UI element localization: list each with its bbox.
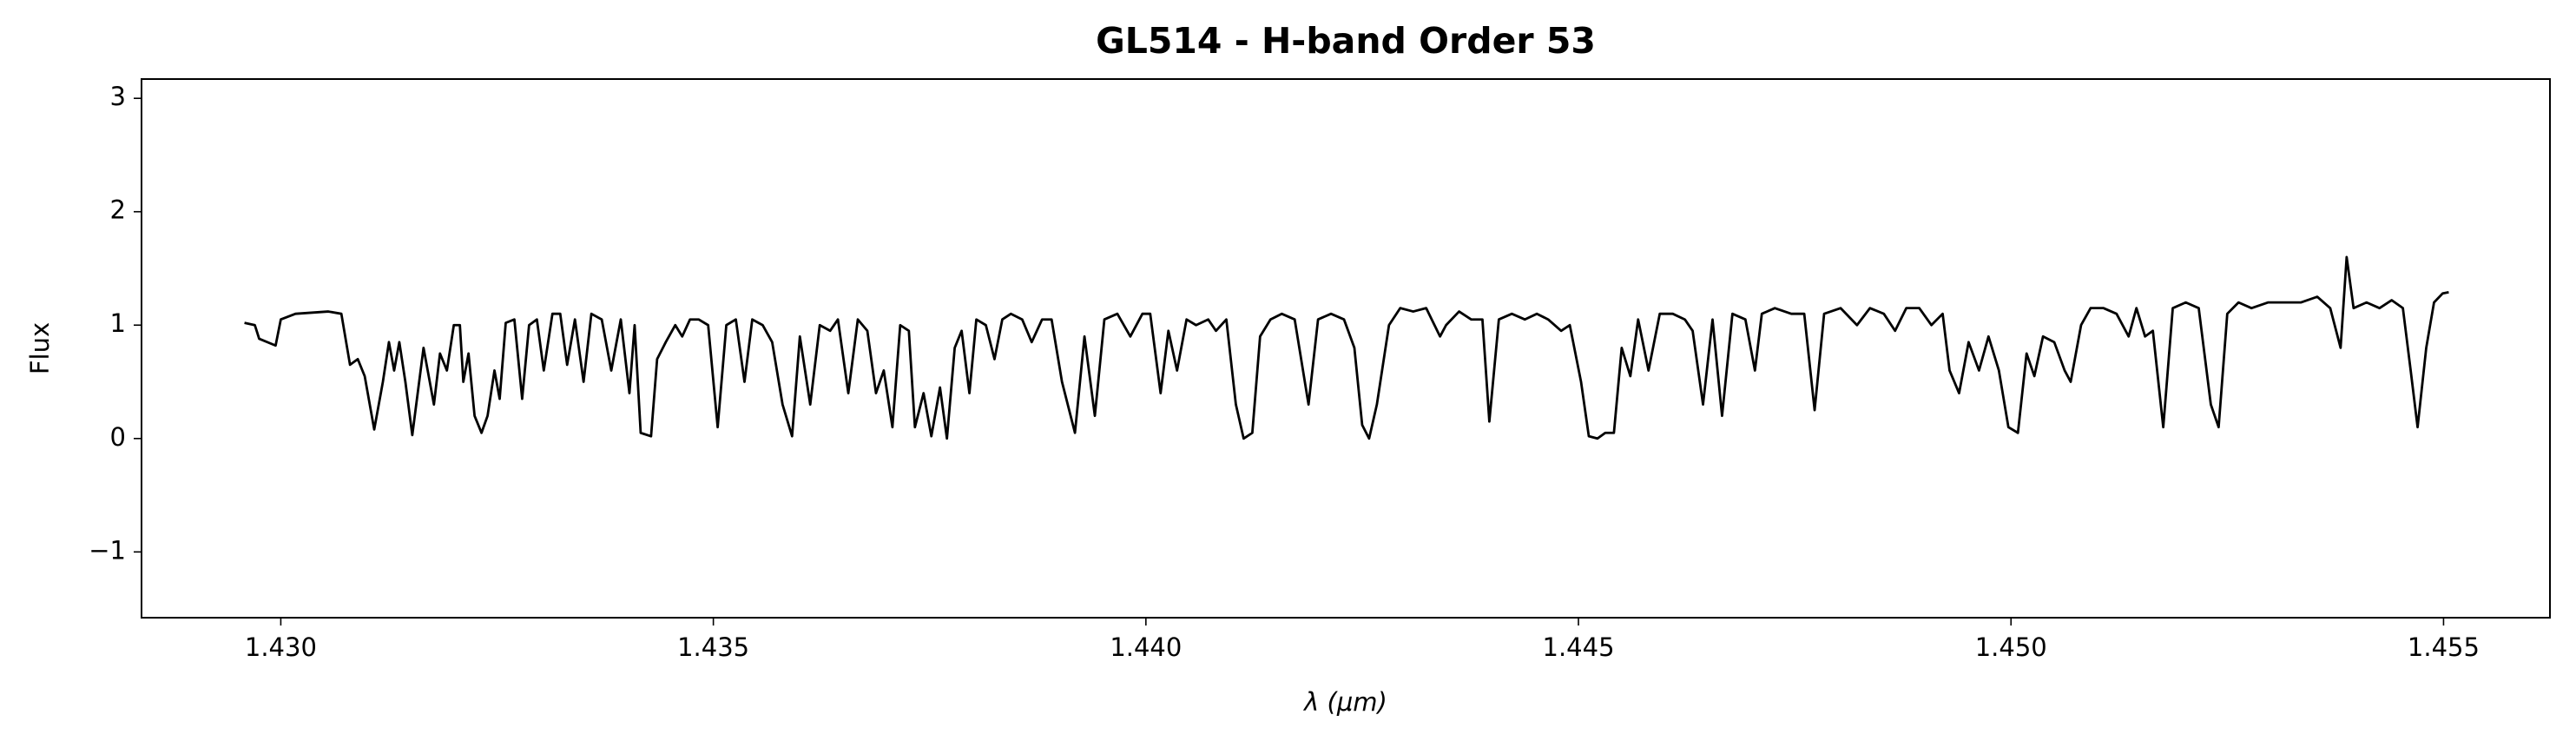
chart-title: GL514 - H-band Order 53: [1096, 20, 1596, 62]
y-tick-label: 1: [110, 308, 126, 338]
x-tick-label: 1.450: [1975, 632, 2047, 662]
plot-frame: [141, 78, 2551, 619]
x-tick-label: 1.445: [1543, 632, 1615, 662]
y-tick-label: −1: [89, 535, 126, 565]
x-tick-label: 1.455: [2408, 632, 2480, 662]
x-tick-label: 1.440: [1110, 632, 1182, 662]
y-tick-label: 3: [110, 82, 126, 111]
x-tick-label: 1.435: [677, 632, 749, 662]
x-axis-label: λ (μm): [1302, 687, 1387, 717]
x-tick-label: 1.430: [245, 632, 317, 662]
y-axis-label: Flux: [25, 322, 55, 374]
spectrum-line: [244, 255, 2449, 440]
y-tick-label: 2: [110, 195, 126, 225]
y-tick-label: 0: [110, 422, 126, 452]
